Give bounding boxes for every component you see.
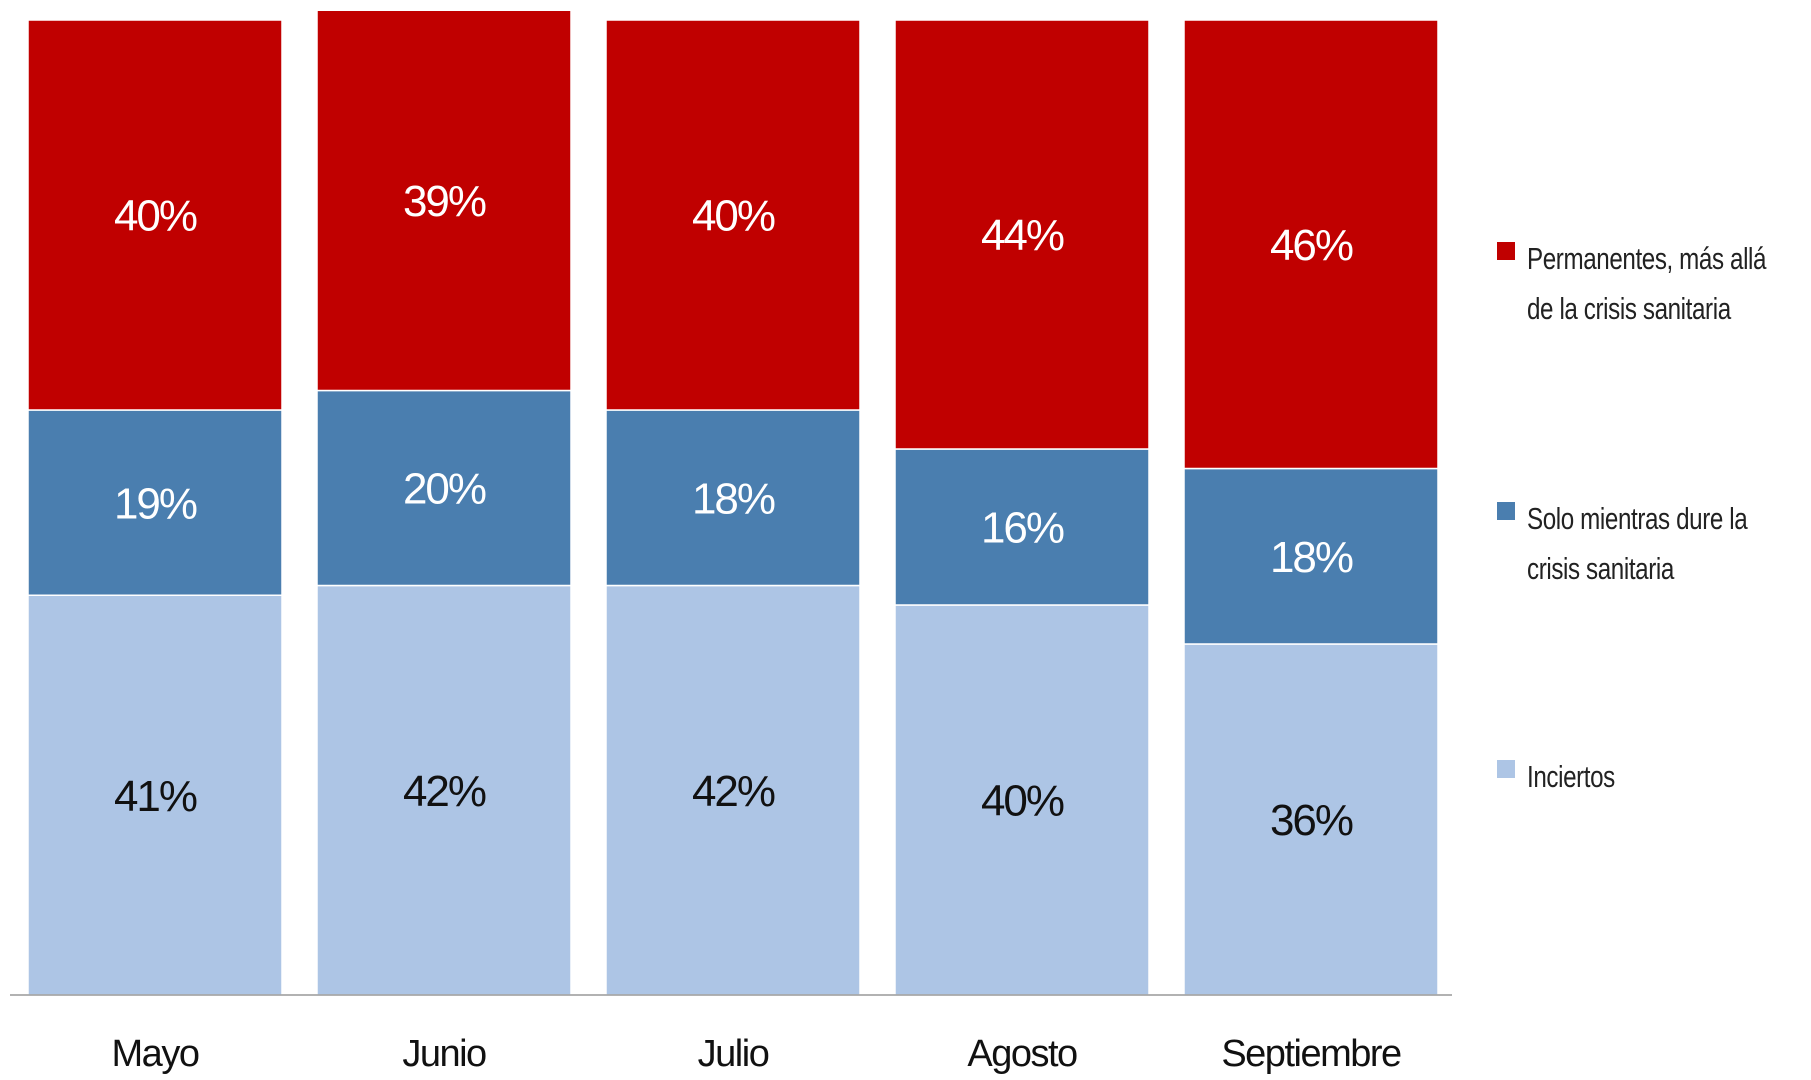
bar-segment [1183, 467, 1439, 645]
data-label: 44% [981, 211, 1064, 260]
x-tick-label: Mayo [112, 1033, 199, 1075]
data-label: 42% [692, 767, 775, 816]
bar-segment [1183, 643, 1439, 996]
legend-swatch [1497, 760, 1515, 778]
legend-label: Permanentes, más allá de la crisis sanit… [1527, 241, 1767, 326]
bar-segment [894, 448, 1150, 606]
data-label: 40% [692, 192, 775, 241]
data-label: 39% [403, 177, 486, 226]
bar-segment [316, 389, 572, 587]
bar-segment [605, 409, 861, 587]
data-label: 18% [1270, 533, 1353, 582]
x-tick-label: Agosto [967, 1033, 1077, 1075]
bar-segment [316, 9, 572, 392]
data-label: 20% [403, 465, 486, 514]
bar-segment [894, 604, 1150, 996]
data-label: 41% [114, 772, 197, 821]
bar-segment [605, 584, 861, 996]
data-label: 36% [1270, 796, 1353, 845]
x-tick-label: Junio [402, 1033, 486, 1075]
data-label: 40% [981, 777, 1064, 826]
legend-label: Inciertos [1527, 759, 1615, 794]
bar-segment [605, 19, 861, 411]
legend-swatch [1497, 502, 1515, 520]
legend-swatch [1497, 242, 1515, 260]
bar-segment [27, 594, 283, 996]
data-label: 19% [114, 479, 197, 528]
legend-label: Solo mientras dure la crisis sanitaria [1527, 501, 1748, 586]
data-label: 16% [981, 504, 1064, 553]
data-label: 40% [114, 192, 197, 241]
bar-segment [894, 19, 1150, 450]
data-label: 42% [403, 767, 486, 816]
x-tick-label: Julio [698, 1033, 769, 1075]
x-tick-label: Septiembre [1221, 1033, 1401, 1075]
bar-segment [1183, 19, 1439, 470]
data-label: 46% [1270, 221, 1353, 270]
bar-segment [27, 19, 283, 411]
data-label: 18% [692, 474, 775, 523]
